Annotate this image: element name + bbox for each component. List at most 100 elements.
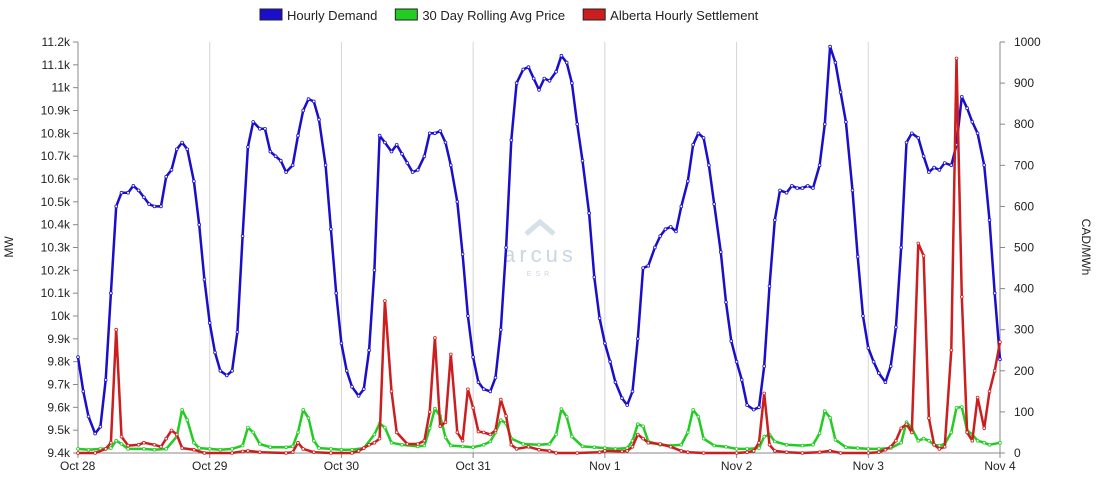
data-point bbox=[339, 341, 344, 346]
legend-item-alberta-hourly-settlement[interactable]: Alberta Hourly Settlement bbox=[582, 8, 759, 23]
data-point bbox=[838, 451, 843, 455]
data-point bbox=[192, 440, 196, 445]
data-point bbox=[641, 424, 645, 429]
data-point bbox=[306, 97, 311, 101]
data-point bbox=[93, 431, 97, 436]
legend-item-30-day-rolling-avg-price[interactable]: 30 Day Rolling Avg Price bbox=[394, 8, 565, 23]
data-point bbox=[762, 364, 766, 369]
data-point bbox=[202, 451, 207, 455]
data-point bbox=[306, 416, 311, 420]
data-point bbox=[514, 447, 519, 451]
data-point bbox=[400, 152, 404, 156]
data-point bbox=[899, 426, 903, 431]
right-tick-label: 800 bbox=[1014, 117, 1034, 131]
data-point bbox=[844, 120, 848, 124]
data-point bbox=[630, 389, 635, 394]
data-point bbox=[192, 179, 196, 184]
data-point bbox=[603, 446, 607, 450]
data-point bbox=[114, 327, 118, 332]
data-point bbox=[159, 444, 163, 449]
data-point bbox=[93, 451, 97, 455]
data-point bbox=[828, 449, 832, 453]
data-point bbox=[350, 447, 354, 452]
data-point bbox=[394, 430, 399, 435]
grid-layer bbox=[77, 42, 1001, 453]
data-point bbox=[175, 147, 179, 152]
data-point bbox=[603, 341, 607, 346]
data-point bbox=[367, 442, 371, 447]
legend-item-hourly-demand[interactable]: Hourly Demand bbox=[259, 8, 377, 23]
data-point bbox=[587, 211, 591, 216]
data-point bbox=[311, 450, 316, 455]
left-tick-label: 10.9k bbox=[41, 104, 71, 118]
data-point bbox=[937, 168, 942, 172]
data-point bbox=[263, 127, 267, 131]
data-point bbox=[630, 444, 635, 449]
data-point bbox=[164, 447, 169, 451]
data-point bbox=[899, 245, 903, 250]
data-point bbox=[103, 447, 108, 451]
data-point bbox=[921, 253, 926, 258]
data-point bbox=[772, 439, 777, 444]
data-point bbox=[663, 227, 668, 232]
data-point bbox=[707, 163, 711, 168]
data-point bbox=[504, 414, 508, 418]
legend-swatch bbox=[259, 8, 283, 21]
data-point bbox=[871, 359, 876, 364]
data-point bbox=[531, 76, 536, 81]
data-point bbox=[784, 190, 789, 195]
data-point bbox=[817, 450, 822, 455]
data-point bbox=[367, 348, 371, 353]
series-layer bbox=[76, 44, 1002, 455]
data-point bbox=[126, 447, 130, 451]
data-point bbox=[597, 450, 602, 455]
data-point bbox=[98, 424, 103, 429]
data-point bbox=[679, 204, 684, 209]
data-point bbox=[685, 430, 690, 435]
data-point bbox=[185, 147, 190, 152]
data-point bbox=[554, 451, 558, 455]
data-point bbox=[757, 405, 761, 410]
data-point bbox=[575, 451, 579, 455]
data-point bbox=[344, 368, 349, 373]
left-tick-label: 9.7k bbox=[47, 378, 71, 392]
data-point bbox=[970, 120, 975, 124]
data-point bbox=[498, 327, 503, 332]
data-point bbox=[888, 364, 893, 369]
data-point bbox=[455, 430, 460, 435]
right-tick-label: 500 bbox=[1014, 241, 1034, 255]
watermark: arcus ESR bbox=[503, 218, 573, 278]
series-hourly-demand bbox=[76, 44, 1002, 436]
data-point bbox=[296, 430, 300, 435]
data-point bbox=[76, 355, 80, 359]
data-point bbox=[932, 442, 936, 447]
data-point bbox=[443, 420, 448, 425]
data-point bbox=[982, 440, 986, 445]
data-point bbox=[701, 136, 706, 140]
data-point bbox=[372, 268, 377, 273]
data-point bbox=[833, 60, 838, 65]
data-point bbox=[142, 440, 146, 445]
right-tick-label: 300 bbox=[1014, 323, 1034, 337]
data-point bbox=[119, 190, 124, 195]
left-tick-label: 10.8k bbox=[41, 126, 71, 140]
right-tick-label: 400 bbox=[1014, 282, 1034, 296]
data-point bbox=[257, 442, 262, 446]
data-point bbox=[992, 291, 997, 296]
data-point bbox=[119, 434, 124, 439]
data-point bbox=[954, 405, 959, 410]
data-point bbox=[207, 321, 212, 325]
data-point bbox=[564, 60, 569, 65]
data-point bbox=[547, 442, 552, 446]
data-point bbox=[597, 316, 602, 321]
data-point bbox=[954, 56, 959, 61]
left-tick-label: 9.5k bbox=[47, 423, 71, 437]
data-point bbox=[126, 190, 130, 195]
data-point bbox=[400, 442, 404, 447]
data-point bbox=[126, 443, 130, 448]
data-point bbox=[389, 389, 394, 394]
data-point bbox=[975, 438, 980, 443]
left-axis-title: MW bbox=[2, 236, 16, 258]
data-point bbox=[329, 451, 333, 455]
